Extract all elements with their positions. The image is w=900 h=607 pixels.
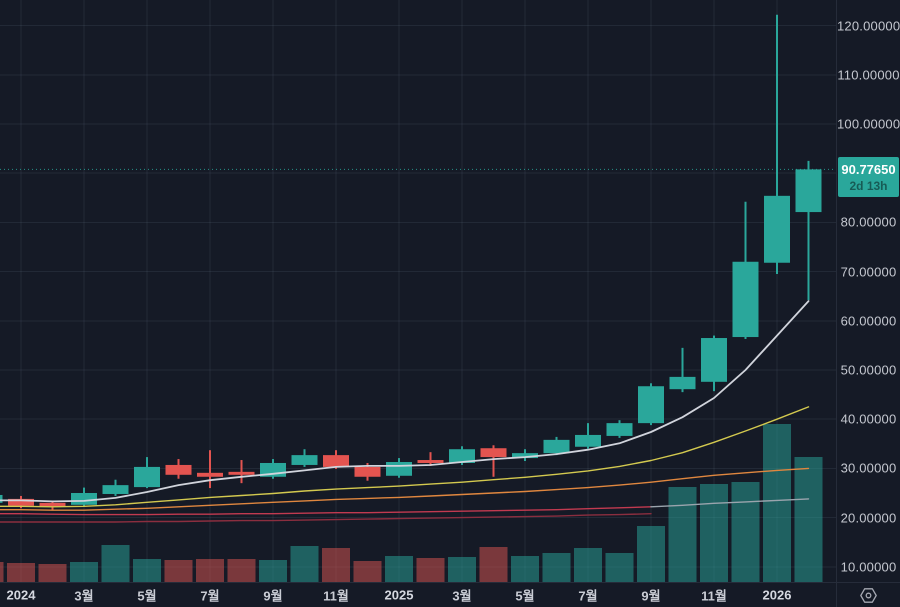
candle-body (638, 386, 664, 424)
volume-bar (227, 559, 256, 582)
candle-body (449, 449, 475, 463)
candle-body (165, 464, 192, 475)
time-tick-month-label: 9월 (641, 588, 661, 604)
candle-body (764, 195, 790, 263)
volume-bar (353, 561, 382, 582)
ma-slow-orange (0, 467, 810, 511)
volume-bar (259, 560, 287, 582)
time-tick-month-label: 5월 (515, 588, 535, 604)
price-tick-label: 60.00000 (840, 313, 897, 329)
volume-bar (322, 548, 350, 582)
chart-pane[interactable] (0, 0, 836, 582)
ma-fast-white (0, 300, 810, 503)
volume-bar (133, 559, 161, 582)
time-axis[interactable]: 2024 3월 5월 7월 9월 11월 2025 3월 5월 7월 9월 11월 2026 (0, 582, 836, 607)
time-tick-month-label: 3월 (74, 588, 94, 604)
volume-bar (101, 545, 130, 582)
volume-bar (794, 457, 823, 582)
price-tick-label: 20.00000 (840, 510, 897, 526)
price-tick-label: 50.00000 (840, 362, 897, 378)
volume-bar (164, 560, 193, 582)
volume-bar (668, 487, 697, 582)
candle-body (291, 455, 318, 465)
candle-body (701, 338, 727, 382)
time-tick-month-label: 7월 (200, 588, 220, 604)
volume-bar (416, 558, 445, 582)
volume-bar (542, 553, 571, 582)
price-tick-label: 30.00000 (840, 460, 897, 476)
time-tick-month-label: 9월 (263, 588, 283, 604)
price-tick-label: 70.00000 (840, 264, 897, 280)
time-tick-month-label: 11월 (323, 588, 349, 604)
ma-longest-maroon (0, 513, 652, 523)
volume-bar (605, 553, 634, 582)
candle-body (606, 423, 633, 436)
candle-body (732, 261, 759, 338)
candle-body (354, 466, 381, 477)
price-tick-label: 100.00000 (837, 116, 900, 132)
price-axis[interactable]: 90.77650 2d 13h 120.00000 110.00000 100.00… (836, 0, 900, 582)
candles (0, 14, 822, 511)
current-price-value: 90.77650 (841, 161, 896, 177)
time-tick-month-label: 11월 (701, 588, 727, 604)
volume-bar (7, 563, 35, 582)
volume-bar (511, 556, 539, 582)
ma-long-red (0, 506, 652, 516)
candle-body (228, 471, 255, 475)
volume-bar (0, 562, 4, 582)
time-tick-month-label: 3월 (452, 588, 472, 604)
price-tick-label: 80.00000 (840, 214, 897, 230)
candle-body (102, 485, 129, 494)
candle-body (323, 455, 349, 467)
candle-body (417, 460, 444, 463)
candle-body (197, 472, 223, 477)
time-tick-year-label: 2024 (6, 587, 36, 603)
ma-long-red-over-volume (650, 498, 810, 508)
candle-body (39, 502, 66, 507)
time-tick-month-label: 7월 (578, 588, 598, 604)
volume-bar (637, 526, 665, 582)
current-price-badge: 90.77650 2d 13h (838, 157, 899, 198)
volume-bar (38, 564, 67, 582)
time-tick-month-label: 5월 (137, 588, 157, 604)
volume-bar (763, 424, 791, 582)
candle-body (575, 434, 601, 447)
candle-body (8, 498, 34, 506)
volume-bars (0, 424, 823, 582)
candle-body (480, 448, 507, 458)
candle-body (386, 462, 412, 476)
bar-close-countdown: 2d 13h (849, 179, 888, 194)
price-tick-label: 110.00000 (837, 67, 900, 83)
candle-body (512, 453, 538, 459)
candle-body (134, 466, 160, 488)
ma-mid-yellow (0, 406, 810, 508)
volume-bar (385, 556, 413, 582)
volume-bar (196, 559, 224, 582)
settings-icon[interactable] (859, 586, 878, 605)
price-tick-label: 120.00000 (837, 18, 900, 34)
moving-average-lines (0, 300, 810, 523)
time-tick-year-label: 2025 (384, 587, 414, 603)
volume-bar (70, 562, 98, 582)
candle-body (543, 439, 570, 454)
volume-bar (574, 548, 602, 582)
volume-bar (479, 547, 508, 582)
candle-body (669, 376, 696, 390)
time-tick-year-label: 2026 (762, 587, 792, 603)
volume-bar (290, 546, 319, 582)
price-tick-label: 10.00000 (840, 559, 897, 575)
price-tick-label: 40.00000 (840, 411, 897, 427)
candle-body (0, 494, 3, 503)
candle-body (795, 169, 822, 213)
chart-canvas[interactable] (0, 0, 836, 582)
candle-body (71, 493, 97, 505)
volume-bar (700, 484, 728, 582)
volume-bar (731, 482, 760, 582)
volume-bar (448, 557, 476, 582)
axis-corner (836, 582, 900, 607)
